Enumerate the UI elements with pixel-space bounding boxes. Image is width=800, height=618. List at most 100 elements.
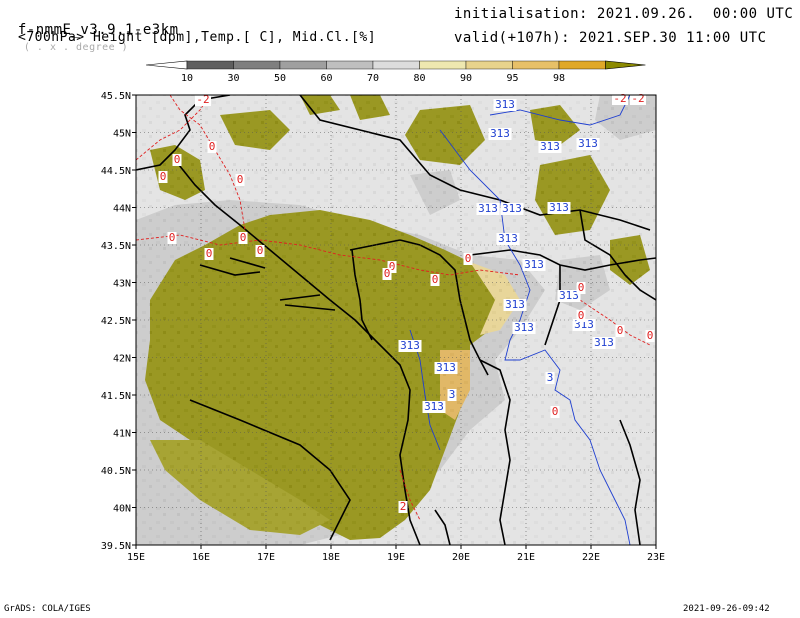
temp-contour-label: 0 (578, 281, 585, 294)
lat-label: 44.5N (101, 166, 131, 177)
temp-contour-label: 0 (617, 324, 624, 337)
height-contour-label: 313 (400, 339, 420, 352)
coastlines (136, 95, 656, 545)
height-contour-label: 313 (594, 336, 614, 349)
temp-contour-label: 0 (169, 231, 176, 244)
model-name: f-nmmE_v3.9.1-e3km (17, 22, 179, 38)
lon-label: 23E (647, 552, 665, 563)
colorbar-right-arrow (605, 60, 646, 70)
temp-contour-label: 0 (160, 170, 167, 183)
temp-label-bg (612, 93, 628, 105)
lat-label: 40N (113, 504, 131, 515)
height-contour-label: 313 (549, 201, 569, 214)
colorbar-label: 95 (506, 73, 518, 84)
temp-contour-label: 0 (257, 244, 264, 257)
temp-contour-label: 0 (384, 267, 391, 280)
height-contour-label: 313 (436, 361, 456, 374)
colorbar-label: 80 (413, 73, 425, 84)
height-label-bg (545, 372, 555, 384)
temp-contour-label: 0 (389, 260, 396, 273)
height-contour-label: 313 (514, 321, 534, 334)
init-time: initialisation: 2021.09.26. 00:00 UTC (454, 6, 794, 22)
longitude-labels: 15E 16E 17E 18E 19E 20E 21E 22E 23E (127, 545, 665, 563)
height-label-bg (512, 322, 536, 334)
lon-label: 22E (582, 552, 600, 563)
temp-label-bg (204, 248, 214, 260)
temp-contour-label: -2 (196, 93, 209, 106)
colorbar-label: 98 (553, 73, 565, 84)
colorbar-swatch (326, 60, 374, 70)
colorbar-swatch (512, 60, 560, 70)
lat-label: 39.5N (101, 541, 131, 552)
lon-label: 18E (322, 552, 340, 563)
height-label-bg (447, 389, 457, 401)
lat-label: 40.5N (101, 466, 131, 477)
lat-label: 43.5N (101, 241, 131, 252)
lat-label: 43N (113, 279, 131, 290)
height-label-bg (493, 99, 517, 111)
lon-label: 19E (387, 552, 405, 563)
temp-contour-label: 0 (647, 329, 654, 342)
height-label-bg (592, 337, 616, 349)
temp-contour-label: 2 (400, 500, 407, 513)
lat-label: 45N (113, 129, 131, 140)
temp-label-bg (235, 174, 245, 186)
height-contour-label: 313 (578, 137, 598, 150)
colorbar-swatch (419, 60, 467, 70)
colorbar-label: 90 (460, 73, 472, 84)
colorbar-label: 30 (227, 73, 239, 84)
temp-label-bg (167, 232, 177, 244)
temp-label-bg (463, 253, 473, 265)
colorbar-left-arrow (145, 60, 188, 70)
temp-label-bg (550, 406, 560, 418)
lat-label: 42N (113, 354, 131, 365)
height-label-bg (538, 141, 562, 153)
temp-label-bg (576, 310, 586, 322)
height-label-bg (488, 128, 512, 140)
height-label-bg (398, 340, 422, 352)
temp-label-bg (576, 282, 586, 294)
height-label-bg (434, 362, 458, 374)
temp-label-bg (430, 274, 440, 286)
colorbar-label: 10 (181, 73, 193, 84)
footer-credit: GrADS: COLA/IGES (4, 604, 91, 614)
temp-contour-label: 0 (240, 231, 247, 244)
colorbar-swatch (233, 60, 281, 70)
colorbar-swatch (558, 60, 606, 70)
height-label-bg (500, 203, 524, 215)
temp-contour-label: 0 (578, 309, 585, 322)
lon-label: 16E (192, 552, 210, 563)
height-contour-label: 313 (498, 232, 518, 245)
height-contour-label: 313 (524, 258, 544, 271)
height-contour-label: 313 (490, 127, 510, 140)
height-label-bg (422, 401, 446, 413)
height-label-bg (557, 290, 581, 302)
lon-label: 15E (127, 552, 145, 563)
temp-contour-label: 0 (206, 247, 213, 260)
height-contour-label: 313 (505, 298, 525, 311)
height-contour-label: 3 (547, 371, 554, 384)
temp-contour-label: 0 (174, 153, 181, 166)
temp-label-bg (238, 232, 248, 244)
colorbar-label: 60 (320, 73, 332, 84)
lat-label: 42.5N (101, 316, 131, 327)
colorbar-swatch (465, 60, 513, 70)
colorbar-label: 70 (367, 73, 379, 84)
temp-label-bg (615, 325, 625, 337)
temp-contour-label: 0 (432, 273, 439, 286)
temp-label-bg (255, 245, 265, 257)
temp-contour-label: 0 (465, 252, 472, 265)
height-contour-label: 313 (424, 400, 444, 413)
temp-contour-label: -2 (613, 92, 626, 105)
height-contour-label: 313 (478, 202, 498, 215)
height-label-bg (576, 138, 600, 150)
lon-label: 21E (517, 552, 535, 563)
lat-label: 44N (113, 204, 131, 215)
footer-timestamp: 2021-09-26-09:42 (683, 604, 770, 614)
temp-label-bg (158, 171, 168, 183)
lat-label: 45.5N (101, 91, 131, 102)
height-contour-label: 3 (449, 388, 456, 401)
height-contour-label: 313 (540, 140, 560, 153)
height-label-bg (476, 203, 500, 215)
